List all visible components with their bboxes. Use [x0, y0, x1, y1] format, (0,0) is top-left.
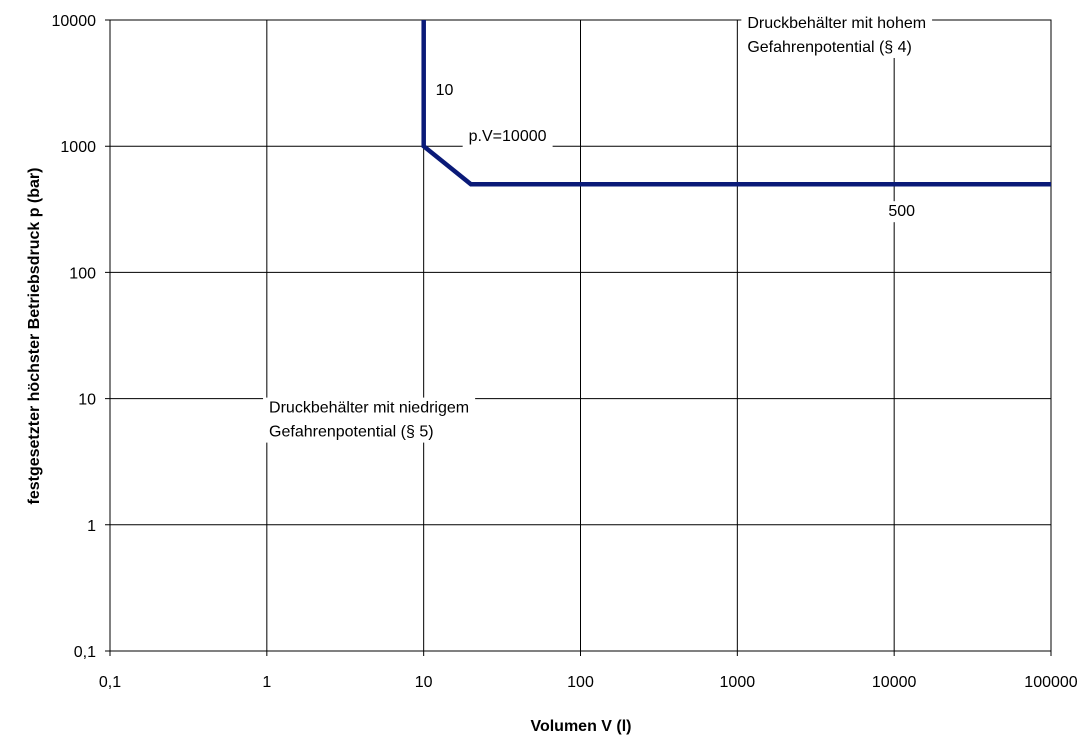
annotations: 10 p.V=10000 500 Druckbehälter mit hohem Gef…	[263, 12, 933, 443]
annotation-text: Druckbehälter mit hohem	[747, 15, 926, 32]
annotation: p.V=10000	[462, 126, 553, 148]
x-tick-label: 1000	[720, 674, 756, 691]
annotation-text: p.V=10000	[469, 128, 547, 145]
y-tick-label: 0,1	[74, 644, 96, 661]
annotation: 10	[429, 80, 460, 101]
annotation-text: 10	[436, 82, 454, 99]
plot-area-border	[109, 19, 1052, 652]
series-layer	[421, 20, 1051, 187]
annotation-background	[429, 80, 460, 101]
annotation-text: 500	[888, 203, 915, 220]
annotation-text: Gefahrenpotential (§ 4)	[747, 39, 912, 56]
y-tick-label: 100	[69, 265, 96, 282]
x-tick-label: 10	[415, 674, 433, 691]
y-axis-title: festgesetzter höchster Betriebsdruck p (…	[26, 168, 43, 505]
annotation-background	[741, 12, 933, 58]
annotation-background	[263, 397, 476, 443]
annotation: Druckbehälter mit niedrigem Gefahrenpoten…	[263, 397, 476, 443]
annotation: 500	[882, 201, 922, 223]
x-axis-title: Volumen V (l)	[530, 718, 631, 735]
series-line	[421, 20, 1051, 187]
y-tick-label: 1	[87, 518, 96, 535]
grid	[105, 19, 1052, 656]
y-tick-label: 1000	[60, 139, 96, 156]
x-tick-label: 10000	[872, 674, 917, 691]
annotation-background	[882, 201, 922, 223]
annotation-text: Gefahrenpotential (§ 5)	[269, 424, 434, 441]
y-tick-label: 10	[78, 392, 96, 409]
annotation-background	[462, 126, 553, 148]
x-tick-label: 100	[567, 674, 594, 691]
y-tick-label: 10000	[52, 13, 97, 30]
x-tick-label: 100000	[1024, 674, 1077, 691]
x-tick-label: 0,1	[99, 674, 121, 691]
tick-labels: 0,1 1 10 100 1000 10000 100000 0,1 1 10 100 1000 100…	[52, 13, 1078, 691]
annotation-text: Druckbehälter mit niedrigem	[269, 400, 469, 417]
x-tick-label: 1	[262, 674, 271, 691]
annotation: Druckbehälter mit hohem Gefahrenpotential…	[741, 12, 933, 58]
